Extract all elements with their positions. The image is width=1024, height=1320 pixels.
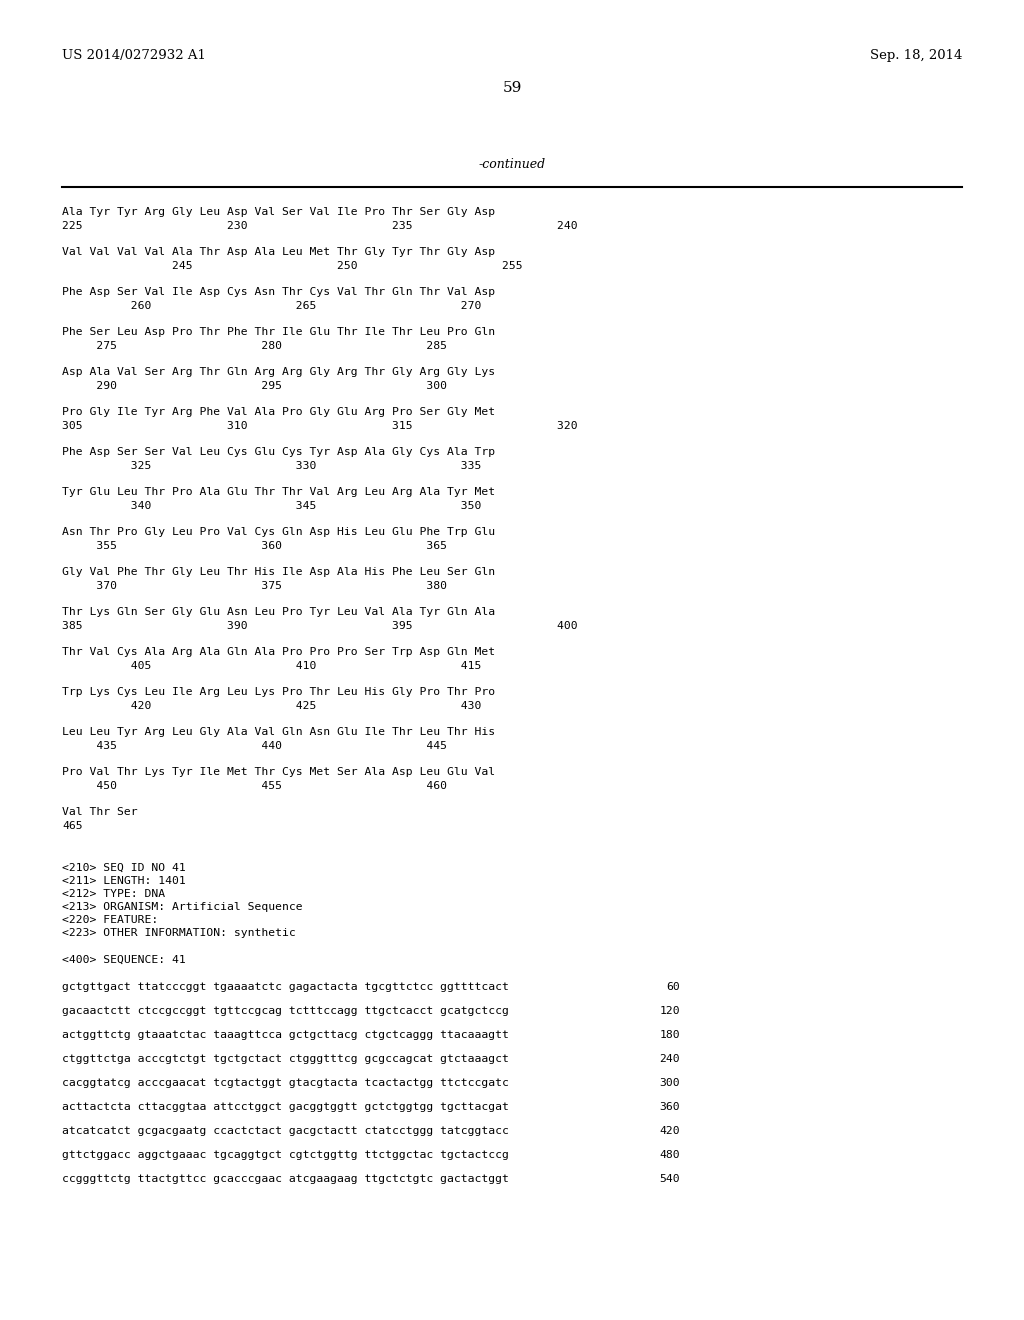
Text: Phe Asp Ser Val Ile Asp Cys Asn Thr Cys Val Thr Gln Thr Val Asp: Phe Asp Ser Val Ile Asp Cys Asn Thr Cys … bbox=[62, 286, 496, 297]
Text: US 2014/0272932 A1: US 2014/0272932 A1 bbox=[62, 49, 206, 62]
Text: Ala Tyr Tyr Arg Gly Leu Asp Val Ser Val Ile Pro Thr Ser Gly Asp: Ala Tyr Tyr Arg Gly Leu Asp Val Ser Val … bbox=[62, 207, 496, 216]
Text: <211> LENGTH: 1401: <211> LENGTH: 1401 bbox=[62, 876, 185, 886]
Text: gacaactctt ctccgccggt tgttccgcag tctttccagg ttgctcacct gcatgctccg: gacaactctt ctccgccggt tgttccgcag tctttcc… bbox=[62, 1006, 509, 1016]
Text: 300: 300 bbox=[659, 1078, 680, 1088]
Text: 180: 180 bbox=[659, 1030, 680, 1040]
Text: gctgttgact ttatcccggt tgaaaatctc gagactacta tgcgttctcc ggttttcact: gctgttgact ttatcccggt tgaaaatctc gagacta… bbox=[62, 982, 509, 993]
Text: <223> OTHER INFORMATION: synthetic: <223> OTHER INFORMATION: synthetic bbox=[62, 928, 296, 939]
Text: 435                     440                     445: 435 440 445 bbox=[62, 741, 447, 751]
Text: Val Thr Ser: Val Thr Ser bbox=[62, 807, 137, 817]
Text: 465: 465 bbox=[62, 821, 83, 832]
Text: 240: 240 bbox=[659, 1053, 680, 1064]
Text: 355                     360                     365: 355 360 365 bbox=[62, 541, 447, 550]
Text: Pro Val Thr Lys Tyr Ile Met Thr Cys Met Ser Ala Asp Leu Glu Val: Pro Val Thr Lys Tyr Ile Met Thr Cys Met … bbox=[62, 767, 496, 777]
Text: <213> ORGANISM: Artificial Sequence: <213> ORGANISM: Artificial Sequence bbox=[62, 902, 303, 912]
Text: 60: 60 bbox=[667, 982, 680, 993]
Text: Phe Ser Leu Asp Pro Thr Phe Thr Ile Glu Thr Ile Thr Leu Pro Gln: Phe Ser Leu Asp Pro Thr Phe Thr Ile Glu … bbox=[62, 327, 496, 337]
Text: gttctggacc aggctgaaac tgcaggtgct cgtctggttg ttctggctac tgctactccg: gttctggacc aggctgaaac tgcaggtgct cgtctgg… bbox=[62, 1150, 509, 1160]
Text: acttactcta cttacggtaa attcctggct gacggtggtt gctctggtgg tgcttacgat: acttactcta cttacggtaa attcctggct gacggtg… bbox=[62, 1102, 509, 1111]
Text: 325                     330                     335: 325 330 335 bbox=[62, 461, 481, 471]
Text: 290                     295                     300: 290 295 300 bbox=[62, 381, 447, 391]
Text: 120: 120 bbox=[659, 1006, 680, 1016]
Text: <212> TYPE: DNA: <212> TYPE: DNA bbox=[62, 888, 165, 899]
Text: Thr Lys Gln Ser Gly Glu Asn Leu Pro Tyr Leu Val Ala Tyr Gln Ala: Thr Lys Gln Ser Gly Glu Asn Leu Pro Tyr … bbox=[62, 607, 496, 616]
Text: cacggtatcg acccgaacat tcgtactggt gtacgtacta tcactactgg ttctccgatc: cacggtatcg acccgaacat tcgtactggt gtacgta… bbox=[62, 1078, 509, 1088]
Text: 245                     250                     255: 245 250 255 bbox=[62, 261, 522, 271]
Text: Val Val Val Val Ala Thr Asp Ala Leu Met Thr Gly Tyr Thr Gly Asp: Val Val Val Val Ala Thr Asp Ala Leu Met … bbox=[62, 247, 496, 257]
Text: 450                     455                     460: 450 455 460 bbox=[62, 781, 447, 791]
Text: 275                     280                     285: 275 280 285 bbox=[62, 341, 447, 351]
Text: 385                     390                     395                     400: 385 390 395 400 bbox=[62, 620, 578, 631]
Text: Trp Lys Cys Leu Ile Arg Leu Lys Pro Thr Leu His Gly Pro Thr Pro: Trp Lys Cys Leu Ile Arg Leu Lys Pro Thr … bbox=[62, 686, 496, 697]
Text: 420: 420 bbox=[659, 1126, 680, 1137]
Text: Gly Val Phe Thr Gly Leu Thr His Ile Asp Ala His Phe Leu Ser Gln: Gly Val Phe Thr Gly Leu Thr His Ile Asp … bbox=[62, 568, 496, 577]
Text: Leu Leu Tyr Arg Leu Gly Ala Val Gln Asn Glu Ile Thr Leu Thr His: Leu Leu Tyr Arg Leu Gly Ala Val Gln Asn … bbox=[62, 727, 496, 737]
Text: 420                     425                     430: 420 425 430 bbox=[62, 701, 481, 711]
Text: Tyr Glu Leu Thr Pro Ala Glu Thr Thr Val Arg Leu Arg Ala Tyr Met: Tyr Glu Leu Thr Pro Ala Glu Thr Thr Val … bbox=[62, 487, 496, 498]
Text: Thr Val Cys Ala Arg Ala Gln Ala Pro Pro Pro Ser Trp Asp Gln Met: Thr Val Cys Ala Arg Ala Gln Ala Pro Pro … bbox=[62, 647, 496, 657]
Text: <220> FEATURE:: <220> FEATURE: bbox=[62, 915, 159, 925]
Text: 480: 480 bbox=[659, 1150, 680, 1160]
Text: Pro Gly Ile Tyr Arg Phe Val Ala Pro Gly Glu Arg Pro Ser Gly Met: Pro Gly Ile Tyr Arg Phe Val Ala Pro Gly … bbox=[62, 407, 496, 417]
Text: ctggttctga acccgtctgt tgctgctact ctgggtttcg gcgccagcat gtctaaagct: ctggttctga acccgtctgt tgctgctact ctgggtt… bbox=[62, 1053, 509, 1064]
Text: Asp Ala Val Ser Arg Thr Gln Arg Arg Gly Arg Thr Gly Arg Gly Lys: Asp Ala Val Ser Arg Thr Gln Arg Arg Gly … bbox=[62, 367, 496, 378]
Text: <210> SEQ ID NO 41: <210> SEQ ID NO 41 bbox=[62, 863, 185, 873]
Text: 340                     345                     350: 340 345 350 bbox=[62, 502, 481, 511]
Text: 260                     265                     270: 260 265 270 bbox=[62, 301, 481, 312]
Text: Sep. 18, 2014: Sep. 18, 2014 bbox=[869, 49, 962, 62]
Text: Asn Thr Pro Gly Leu Pro Val Cys Gln Asp His Leu Glu Phe Trp Glu: Asn Thr Pro Gly Leu Pro Val Cys Gln Asp … bbox=[62, 527, 496, 537]
Text: 59: 59 bbox=[503, 81, 521, 95]
Text: 370                     375                     380: 370 375 380 bbox=[62, 581, 447, 591]
Text: actggttctg gtaaatctac taaagttcca gctgcttacg ctgctcaggg ttacaaagtt: actggttctg gtaaatctac taaagttcca gctgctt… bbox=[62, 1030, 509, 1040]
Text: 360: 360 bbox=[659, 1102, 680, 1111]
Text: ccgggttctg ttactgttcc gcacccgaac atcgaagaag ttgctctgtc gactactggt: ccgggttctg ttactgttcc gcacccgaac atcgaag… bbox=[62, 1173, 509, 1184]
Text: atcatcatct gcgacgaatg ccactctact gacgctactt ctatcctggg tatcggtacc: atcatcatct gcgacgaatg ccactctact gacgcta… bbox=[62, 1126, 509, 1137]
Text: 305                     310                     315                     320: 305 310 315 320 bbox=[62, 421, 578, 432]
Text: 225                     230                     235                     240: 225 230 235 240 bbox=[62, 220, 578, 231]
Text: -continued: -continued bbox=[478, 158, 546, 172]
Text: 540: 540 bbox=[659, 1173, 680, 1184]
Text: <400> SEQUENCE: 41: <400> SEQUENCE: 41 bbox=[62, 954, 185, 965]
Text: 405                     410                     415: 405 410 415 bbox=[62, 661, 481, 671]
Text: Phe Asp Ser Ser Val Leu Cys Glu Cys Tyr Asp Ala Gly Cys Ala Trp: Phe Asp Ser Ser Val Leu Cys Glu Cys Tyr … bbox=[62, 447, 496, 457]
